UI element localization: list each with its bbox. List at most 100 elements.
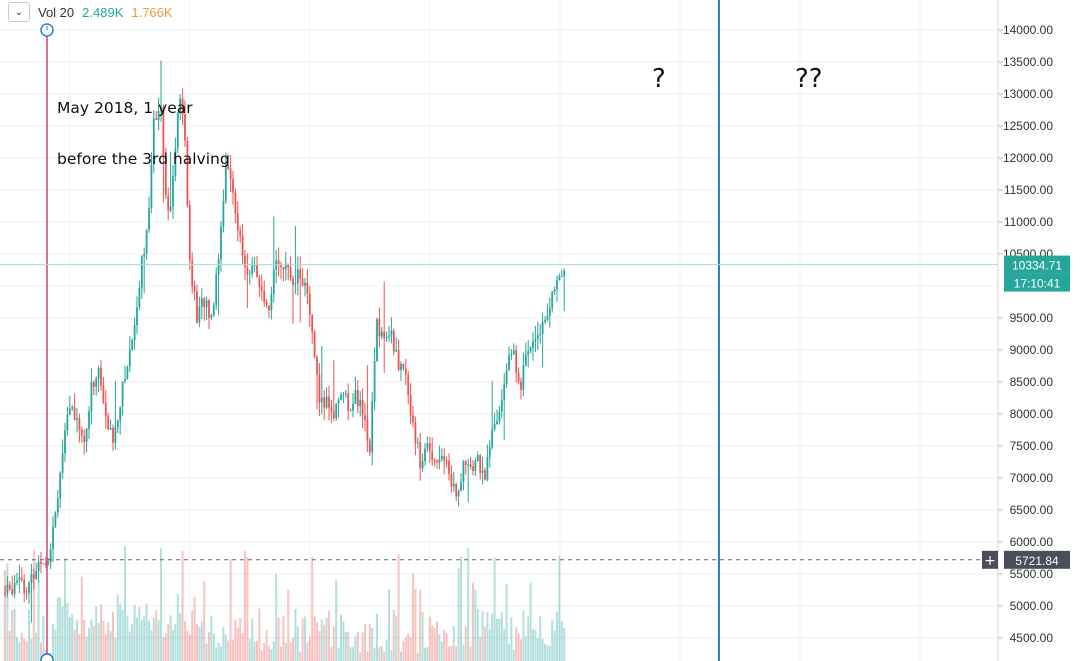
volume-bar xyxy=(316,622,318,661)
volume-bar xyxy=(510,617,513,661)
last-price-tag xyxy=(1004,255,1070,274)
volume-bar xyxy=(268,646,270,661)
volume-bar xyxy=(359,652,362,661)
volume-bar xyxy=(448,646,450,661)
volume-bar xyxy=(160,548,162,661)
volume-bar xyxy=(356,631,359,661)
axis-tick-label: 11500.00 xyxy=(1004,183,1053,197)
candle-body xyxy=(505,370,508,385)
candle-body xyxy=(325,396,328,408)
volume-bar xyxy=(400,651,402,661)
candle-body xyxy=(457,491,460,497)
volume-bar xyxy=(136,617,138,661)
candle-body xyxy=(397,350,400,370)
crosshair-price-tag-label: 5721.84 xyxy=(1015,554,1059,568)
candle-body xyxy=(116,420,119,427)
candle-body xyxy=(244,255,246,267)
volume-bar xyxy=(472,582,474,661)
volume-bar xyxy=(80,576,83,661)
candle-body xyxy=(476,454,479,461)
volume-bar xyxy=(296,626,299,661)
volume-bar xyxy=(414,588,417,661)
volume-bar xyxy=(116,594,119,661)
volume-bar xyxy=(455,646,458,661)
volume-bar xyxy=(35,632,38,661)
candle-body xyxy=(376,319,378,362)
volume-bar xyxy=(167,624,170,661)
volume-bar xyxy=(112,611,114,661)
candle-body xyxy=(522,365,525,390)
volume-bar xyxy=(479,636,482,661)
volume-bar xyxy=(301,618,304,661)
candle-body xyxy=(284,263,287,270)
volume-bar xyxy=(474,590,477,661)
volume-bar xyxy=(404,637,407,661)
volume-bar xyxy=(54,629,57,661)
chevron-down-icon[interactable]: ⌄ xyxy=(8,2,30,22)
volume-bar xyxy=(395,616,398,661)
candle-body xyxy=(196,291,198,323)
volume-bar xyxy=(299,651,302,661)
candle-body xyxy=(234,192,237,214)
volume-bar xyxy=(323,624,326,661)
candle-body xyxy=(289,267,292,279)
candle-body xyxy=(119,406,122,421)
volume-bar xyxy=(515,627,518,661)
volume-bar xyxy=(539,615,542,661)
candle-body xyxy=(16,580,18,583)
candle-body xyxy=(433,460,436,462)
candle-body xyxy=(143,253,146,257)
candle-body xyxy=(508,355,510,371)
volume-bar xyxy=(71,614,74,661)
candle-body xyxy=(44,563,47,565)
volume-bar xyxy=(124,546,126,661)
volume-bar xyxy=(133,604,136,661)
volume-bars xyxy=(4,546,566,661)
candle-body xyxy=(498,411,501,422)
volume-bar xyxy=(409,636,412,661)
candle-body xyxy=(205,300,208,308)
volume-bar xyxy=(325,618,328,661)
volume-bar xyxy=(66,602,69,661)
chart-grid xyxy=(0,0,998,661)
candle-body xyxy=(148,207,150,230)
candle-body xyxy=(152,118,155,165)
candle-body xyxy=(272,269,275,295)
candle-body xyxy=(467,464,470,466)
candle-body xyxy=(366,420,369,441)
candle-body xyxy=(90,381,93,412)
volume-bar xyxy=(85,636,88,661)
volume-bar xyxy=(347,631,350,661)
candle-body xyxy=(400,363,402,370)
volume-bar xyxy=(179,612,182,661)
price-tags: 10334.71 17:10:41 + 5721.84 xyxy=(982,255,1070,569)
candle-body xyxy=(92,381,95,387)
candle-body xyxy=(371,401,374,453)
volume-bar xyxy=(431,625,434,661)
volume-bar xyxy=(532,629,534,661)
volume-bar xyxy=(460,556,462,661)
candle-body xyxy=(169,206,172,211)
candle-body xyxy=(258,277,261,287)
countdown-tag xyxy=(1004,273,1070,292)
volume-bar xyxy=(364,624,366,661)
volume-bar xyxy=(37,581,40,661)
volume-bar xyxy=(157,620,160,661)
axis-tick-label: 13000.00 xyxy=(1003,87,1053,101)
candle-body xyxy=(488,447,491,457)
candle-body xyxy=(136,307,138,326)
axis-tick-label: 8000.00 xyxy=(1010,407,1054,421)
volume-bar xyxy=(191,610,194,661)
candle-body xyxy=(287,263,290,268)
volume-bar xyxy=(481,610,484,661)
candle-body xyxy=(419,442,422,469)
volume-bar xyxy=(376,613,378,661)
candle-body xyxy=(277,260,280,265)
candle-body xyxy=(203,298,206,308)
candle-body xyxy=(191,260,194,287)
volume-bar xyxy=(383,651,386,661)
volume-bar xyxy=(208,631,210,661)
candle-body xyxy=(364,415,366,421)
candle-body xyxy=(52,526,54,549)
